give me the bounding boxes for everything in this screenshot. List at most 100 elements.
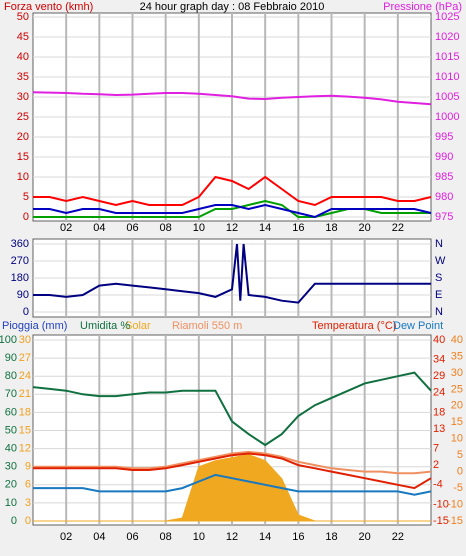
y-tick-label: 25 <box>17 111 29 123</box>
y2-axis-label: Pressione (hPa) <box>383 1 462 13</box>
line <box>33 450 432 475</box>
y-tick-label: N <box>435 238 443 250</box>
y-tick-label: 0 <box>23 306 29 318</box>
y-tick-label: 30 <box>19 334 31 346</box>
x-tick-label: 02 <box>60 531 72 543</box>
y-tick-label: 180 <box>11 272 29 284</box>
y-tick-label: 1025 <box>435 11 459 23</box>
y-tick-label: 29 <box>433 370 445 382</box>
y-tick-label: 35 <box>451 350 463 362</box>
chart-title: 24 hour graph day : 08 Febbraio 2010 <box>140 1 325 13</box>
y-tick-label: 21 <box>19 388 31 400</box>
y-tick-label: 35 <box>17 71 29 83</box>
y-tick-label: 1000 <box>435 111 459 123</box>
y-tick-label: 0 <box>11 515 17 527</box>
series-label: Solar <box>125 320 151 332</box>
line <box>33 452 432 490</box>
y-tick-label: 20 <box>17 131 29 143</box>
y-tick-label: 40 <box>5 443 17 455</box>
y-tick-label: 25 <box>451 383 463 395</box>
y-tick-label: 0 <box>25 515 31 527</box>
y-tick-label: -10 <box>447 498 463 510</box>
x-tick-label: 20 <box>359 531 371 543</box>
y-tick-label: 975 <box>435 211 453 223</box>
y-tick-label: 60 <box>5 406 17 418</box>
y-tick-label: -5 <box>453 482 463 494</box>
x-tick-label: 04 <box>93 531 105 543</box>
y-tick-label: 90 <box>5 352 17 364</box>
y-tick-label: 13 <box>433 423 445 435</box>
series-label: Dew Point <box>393 320 443 332</box>
y-tick-label: 45 <box>17 31 29 43</box>
y-tick-label: 1015 <box>435 51 459 63</box>
y-tick-label: 2 <box>433 459 439 471</box>
y-tick-label: 3 <box>25 497 31 509</box>
y-tick-label: 27 <box>19 352 31 364</box>
x-tick-label: 18 <box>325 222 337 234</box>
y-tick-label: 9 <box>25 461 31 473</box>
y-tick-label: 20 <box>5 479 17 491</box>
y-tick-label: 995 <box>435 131 453 143</box>
x-tick-label: 06 <box>126 531 138 543</box>
x-tick-label: 20 <box>359 222 371 234</box>
y-tick-label: 980 <box>435 191 453 203</box>
y-tick-label: 40 <box>433 334 445 346</box>
x-tick-label: 06 <box>126 222 138 234</box>
y-tick-label: 15 <box>17 151 29 163</box>
y-tick-label: 990 <box>435 151 453 163</box>
y-tick-label: 15 <box>451 416 463 428</box>
x-tick-label: 10 <box>193 222 205 234</box>
line <box>33 203 432 219</box>
y-tick-label: 90 <box>17 289 29 301</box>
line <box>33 175 432 207</box>
x-tick-label: 08 <box>160 531 172 543</box>
y-tick-label: 6 <box>25 479 31 491</box>
y-tick-label: E <box>435 289 442 301</box>
y-tick-label: 0 <box>23 211 29 223</box>
line <box>33 243 431 304</box>
x-tick-label: 22 <box>392 531 404 543</box>
y-tick-label: 40 <box>451 334 463 346</box>
y-tick-label: W <box>435 255 446 267</box>
y-tick-label: 5 <box>23 191 29 203</box>
x-tick-label: 16 <box>292 531 304 543</box>
x-tick-label: 14 <box>259 222 271 234</box>
x-tick-label: 02 <box>60 222 72 234</box>
y-tick-label: 40 <box>17 51 29 63</box>
line <box>32 371 432 447</box>
y-tick-label: -10 <box>433 498 449 510</box>
y-tick-label: 30 <box>5 461 17 473</box>
y-axis-label: Pioggia (mm) <box>2 320 67 332</box>
y-tick-label: 50 <box>17 11 29 23</box>
x-tick-label: 16 <box>292 222 304 234</box>
series-label: Riamoli 550 m <box>172 320 242 332</box>
y-tick-label: 18 <box>19 406 31 418</box>
y-tick-label: 1005 <box>435 91 459 103</box>
y-tick-label: 30 <box>17 91 29 103</box>
y-tick-label: 15 <box>19 424 31 436</box>
y-tick-label: 10 <box>5 497 17 509</box>
y-tick-label: -15 <box>433 515 449 527</box>
y-tick-label: 34 <box>433 354 445 366</box>
y-tick-label: 50 <box>5 424 17 436</box>
series-label: Umidita % <box>80 320 130 332</box>
y-tick-label: 24 <box>19 370 31 382</box>
y-tick-label: -4 <box>433 479 443 491</box>
y-tick-label: 70 <box>5 388 17 400</box>
y-tick-label: 20 <box>451 400 463 412</box>
y-tick-label: 100 <box>0 334 17 346</box>
y-tick-label: 0 <box>457 466 463 478</box>
x-tick-label: 04 <box>93 222 105 234</box>
y-tick-label: 270 <box>11 255 29 267</box>
y-tick-label: 80 <box>5 370 17 382</box>
y-tick-label: 12 <box>19 443 31 455</box>
y-tick-label: 7 <box>433 443 439 455</box>
x-tick-label: 14 <box>259 531 271 543</box>
x-tick-label: 12 <box>226 531 238 543</box>
y-tick-label: 985 <box>435 171 453 183</box>
y-tick-label: 1020 <box>435 31 459 43</box>
x-tick-label: 12 <box>226 222 238 234</box>
x-tick-label: 22 <box>392 222 404 234</box>
y-tick-label: 10 <box>451 433 463 445</box>
